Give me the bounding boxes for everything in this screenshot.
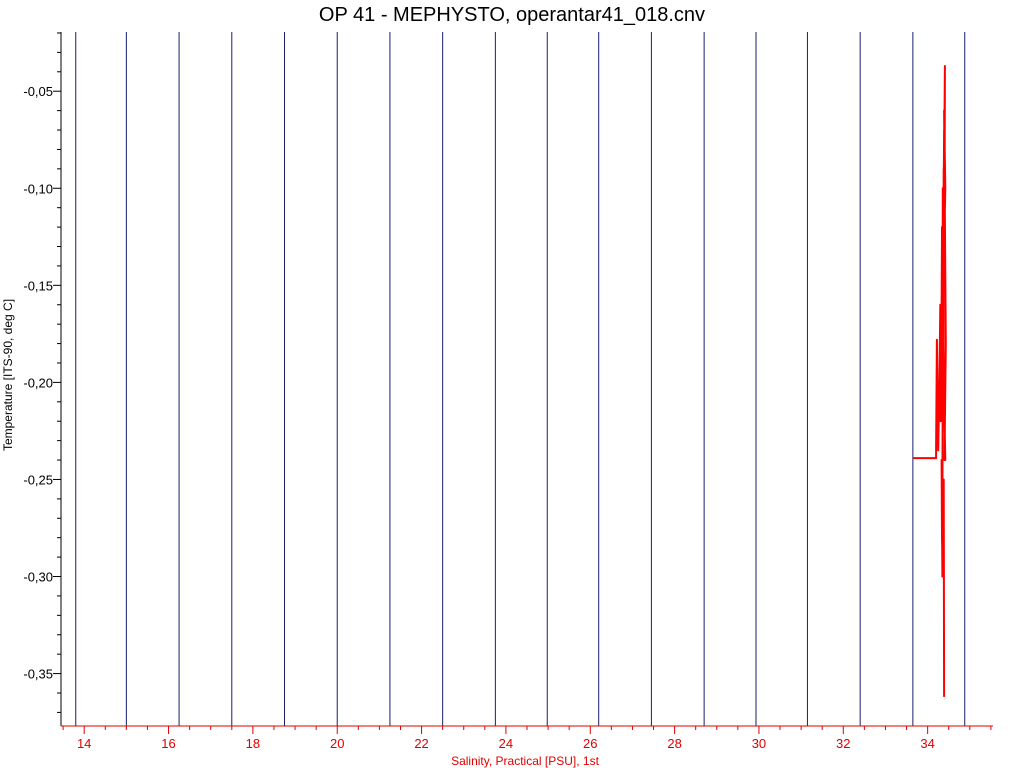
- vertical-lines-group: [75, 32, 966, 726]
- y-tick-label: -0,25: [23, 472, 53, 487]
- x-tick-label: 22: [414, 736, 428, 751]
- x-tick-label: 20: [330, 736, 344, 751]
- y-tick-label: -0,20: [23, 375, 53, 390]
- x-tick-label: 28: [667, 736, 681, 751]
- series-group: [912, 65, 947, 697]
- x-tick-label: 24: [499, 736, 513, 751]
- x-tick-label: 32: [836, 736, 850, 751]
- y-axis-label: Temperature [ITS-90, deg C]: [1, 299, 15, 451]
- x-tick-label: 34: [920, 736, 934, 751]
- series-line-0: [912, 65, 947, 697]
- y-tick-label: -0,35: [23, 667, 53, 682]
- y-tick-label: -0,30: [23, 570, 53, 585]
- x-axis-label: Salinity, Practical [PSU], 1st: [451, 754, 599, 768]
- x-tick-label: 26: [583, 736, 597, 751]
- y-tick-label: -0,15: [23, 278, 53, 293]
- chart-title: OP 41 - MEPHYSTO, operantar41_018.cnv: [319, 4, 705, 26]
- x-tick-label: 30: [752, 736, 766, 751]
- y-tick-label: -0,05: [23, 84, 53, 99]
- x-tick-label: 16: [161, 736, 175, 751]
- x-tick-label: 18: [246, 736, 260, 751]
- y-tick-label: -0,10: [23, 181, 53, 196]
- x-tick-label: 14: [77, 736, 91, 751]
- axes-group: -0,05 -0,10 -0,15 -0,20 -0,25 -0,30 -0,35 14 16 1…: [23, 32, 993, 751]
